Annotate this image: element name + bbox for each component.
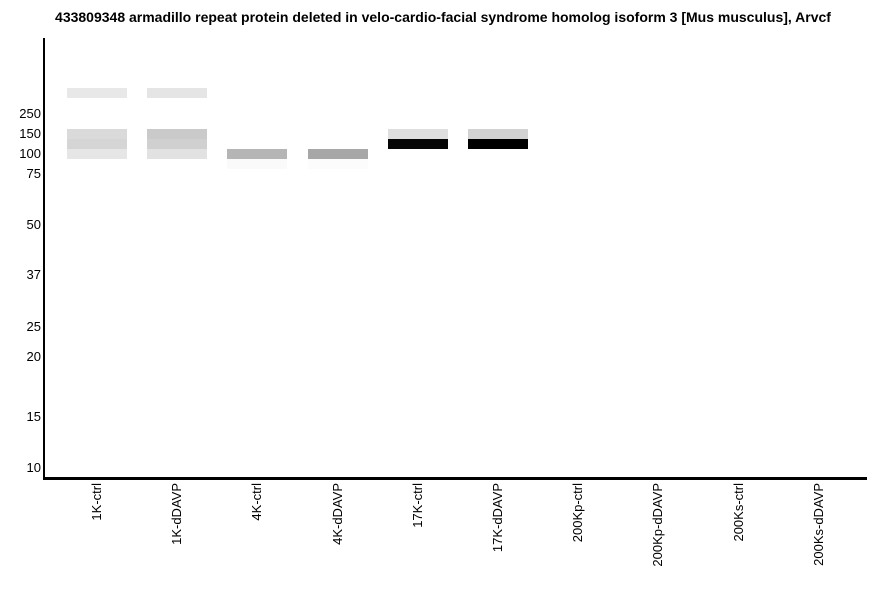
gel-band	[388, 128, 448, 139]
lane-label-200Kp-dDAVP: 200Kp-dDAVP	[650, 483, 665, 567]
gel-band	[67, 138, 127, 149]
gel-band	[227, 148, 287, 159]
y-tick-label-25: 25	[26, 319, 41, 334]
gel-band	[308, 148, 368, 159]
x-axis	[43, 477, 867, 480]
gel-band	[227, 158, 287, 169]
gel-band	[147, 138, 207, 149]
lane-label-4K-dDAVP: 4K-dDAVP	[330, 483, 345, 545]
lane-label-200Ks-ctrl: 200Ks-ctrl	[731, 483, 746, 542]
figure-title: 433809348 armadillo repeat protein delet…	[55, 9, 831, 25]
y-tick-label-37: 37	[26, 267, 41, 282]
gel-band	[147, 128, 207, 139]
lane-label-200Kp-ctrl: 200Kp-ctrl	[570, 483, 585, 543]
gel-band	[468, 128, 528, 139]
lane-label-4K-ctrl: 4K-ctrl	[249, 483, 264, 521]
y-tick-label-10: 10	[26, 460, 41, 475]
gel-band	[147, 87, 207, 98]
y-tick-label-250: 250	[19, 106, 41, 121]
y-axis-tick-labels: 250 150 100 75 50 37 25 20 15 10	[0, 0, 41, 595]
lane-label-17K-ctrl: 17K-ctrl	[410, 483, 425, 528]
gel-band	[388, 138, 448, 149]
gel-band	[67, 148, 127, 159]
y-tick-label-150: 150	[19, 126, 41, 141]
gel-band	[67, 87, 127, 98]
gel-band	[468, 138, 528, 149]
y-tick-label-50: 50	[26, 217, 41, 232]
lane-label-200Ks-dDAVP: 200Ks-dDAVP	[811, 483, 826, 566]
gel-band	[308, 158, 368, 169]
gel-band	[67, 128, 127, 139]
y-tick-label-75: 75	[26, 166, 41, 181]
y-tick-label-20: 20	[26, 349, 41, 364]
lane-label-1K-dDAVP: 1K-dDAVP	[169, 483, 184, 545]
gel-band	[147, 148, 207, 159]
lane-label-1K-ctrl: 1K-ctrl	[89, 483, 104, 521]
y-tick-label-15: 15	[26, 409, 41, 424]
y-axis	[43, 38, 45, 480]
y-tick-label-100: 100	[19, 146, 41, 161]
lane-label-17K-dDAVP: 17K-dDAVP	[490, 483, 505, 553]
